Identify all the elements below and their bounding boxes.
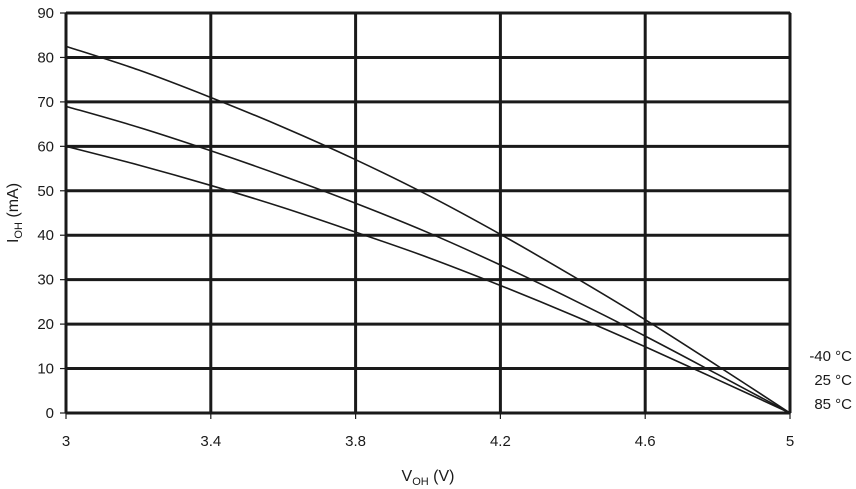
legend-label-25: 25 °C [814,372,852,389]
x-tick-label-2: 3.8 [345,433,366,450]
x-tick-label-1: 3.4 [200,433,221,450]
x-tick-label-5: 5 [786,433,794,450]
series-lines [65,45,791,414]
x-tick-labels: 3 3.4 3.8 4.2 4.6 5 [62,433,794,450]
y-tick-label-8: 80 [37,49,54,66]
series-line-2 [65,145,791,414]
legend-label-85: 85 °C [814,396,852,413]
y-tick-label-1: 10 [37,361,54,378]
series-line-0 [65,45,791,414]
series-line-1 [65,105,791,414]
plot-frame [65,12,791,414]
x-axis-label: VOH (V) [402,468,455,488]
y-tick-label-3: 30 [37,272,54,289]
y-tick-label-6: 60 [37,138,54,155]
y-tick-label-4: 40 [37,227,54,244]
x-tick-label-0: 3 [62,433,70,450]
x-tick-label-4: 4.6 [635,433,656,450]
x-tick-label-3: 4.2 [490,433,511,450]
y-tick-label-0: 0 [46,405,54,422]
y-tick-label-2: 20 [37,316,54,333]
y-tick-labels: 0 10 20 30 40 50 60 70 80 90 [37,5,54,422]
y-tick-label-7: 70 [37,94,54,111]
y-tick-label-5: 50 [37,183,54,200]
y-tick-label-9: 90 [37,5,54,22]
y-axis-label: IOH (mA) [5,183,25,243]
legend: -40 °C 25 °C 85 °C [809,348,852,413]
legend-label-minus40: -40 °C [809,348,852,365]
gridlines [60,11,792,419]
